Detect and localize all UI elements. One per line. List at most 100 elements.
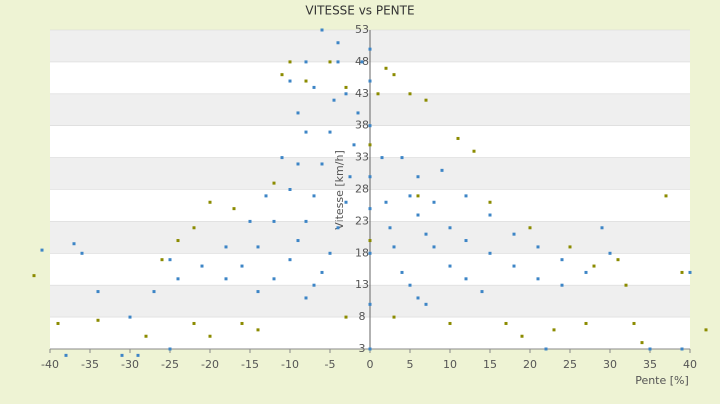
x-tick-label: -15 xyxy=(241,358,259,371)
point xyxy=(264,194,268,198)
y-tick-label: 33 xyxy=(355,151,369,164)
point xyxy=(240,321,244,325)
point xyxy=(304,130,308,134)
point xyxy=(536,245,540,249)
point xyxy=(168,258,172,262)
point xyxy=(304,79,308,83)
y-tick-label: 28 xyxy=(355,183,369,196)
point xyxy=(344,92,348,96)
point xyxy=(304,60,308,64)
point xyxy=(388,226,392,230)
point xyxy=(440,168,444,172)
point xyxy=(200,264,204,268)
point xyxy=(336,41,340,45)
point xyxy=(384,66,388,70)
point xyxy=(368,207,372,211)
x-tick-label: -10 xyxy=(281,358,299,371)
point xyxy=(96,290,100,294)
point xyxy=(368,175,372,179)
point xyxy=(288,60,292,64)
point xyxy=(32,274,36,278)
point xyxy=(424,302,428,306)
point xyxy=(592,264,596,268)
point xyxy=(272,277,276,281)
point xyxy=(368,239,372,243)
point xyxy=(488,200,492,204)
point xyxy=(560,283,564,287)
y-tick-label: 13 xyxy=(355,278,369,291)
point xyxy=(368,347,372,351)
point xyxy=(288,258,292,262)
point xyxy=(680,347,684,351)
x-tick-label: 20 xyxy=(523,358,537,371)
point xyxy=(368,143,372,147)
point xyxy=(320,28,324,32)
point xyxy=(312,194,316,198)
chart-title: VITESSE vs PENTE xyxy=(305,4,414,18)
point xyxy=(520,334,524,338)
point xyxy=(344,85,348,89)
y-tick-label: 38 xyxy=(355,119,369,132)
x-tick-label: -25 xyxy=(161,358,179,371)
point xyxy=(208,334,212,338)
point xyxy=(296,111,300,115)
x-tick-label: 5 xyxy=(407,358,414,371)
point xyxy=(392,73,396,77)
point xyxy=(688,270,692,274)
point xyxy=(456,136,460,140)
x-tick-label: -35 xyxy=(81,358,99,371)
point xyxy=(248,219,252,223)
point xyxy=(344,315,348,319)
point xyxy=(224,277,228,281)
point xyxy=(704,328,708,332)
point xyxy=(168,347,172,351)
point xyxy=(448,321,452,325)
point xyxy=(332,98,336,102)
point xyxy=(424,232,428,236)
point xyxy=(56,321,60,325)
point xyxy=(536,277,540,281)
point xyxy=(288,188,292,191)
point xyxy=(328,251,332,255)
point xyxy=(80,251,84,255)
point xyxy=(488,213,492,217)
point xyxy=(280,156,284,160)
y-tick-label: 43 xyxy=(355,87,369,100)
point xyxy=(296,162,300,166)
x-tick-label: -5 xyxy=(325,358,336,371)
point xyxy=(640,341,644,345)
point xyxy=(448,264,452,268)
point xyxy=(464,277,468,281)
point xyxy=(64,353,68,357)
point xyxy=(608,251,612,255)
point xyxy=(584,321,588,325)
x-tick-label: -40 xyxy=(41,358,59,371)
point xyxy=(384,200,388,204)
point xyxy=(176,277,180,281)
point xyxy=(512,232,516,236)
point xyxy=(416,175,420,179)
point xyxy=(584,270,588,274)
point xyxy=(560,258,564,262)
point xyxy=(128,315,132,319)
point xyxy=(480,290,484,294)
point xyxy=(336,226,340,230)
point xyxy=(356,111,360,115)
point xyxy=(304,219,308,223)
point xyxy=(312,85,316,89)
point xyxy=(544,347,548,351)
point xyxy=(680,270,684,274)
point xyxy=(40,248,44,252)
point xyxy=(272,181,276,185)
x-axis-title: Pente [%] xyxy=(635,374,689,387)
point xyxy=(348,175,352,179)
point xyxy=(96,318,100,322)
point xyxy=(416,213,420,217)
point xyxy=(296,239,300,243)
y-axis-title: Vitesse [km/h] xyxy=(333,150,346,230)
point xyxy=(256,328,260,332)
point xyxy=(512,264,516,268)
point xyxy=(392,315,396,319)
point xyxy=(176,239,180,243)
point xyxy=(368,302,372,306)
